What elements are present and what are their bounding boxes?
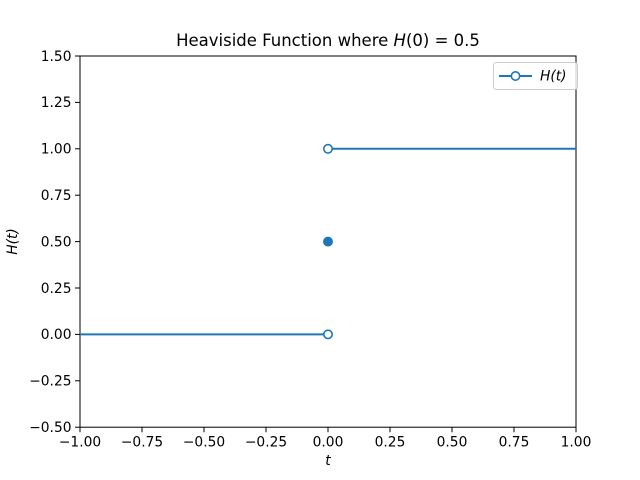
legend: H(t) <box>493 62 578 90</box>
x-tick-label: −0.25 <box>245 435 287 451</box>
series-lines <box>80 147 576 336</box>
title-math-var: H <box>394 31 406 50</box>
open-point-marker <box>322 329 333 340</box>
y-tick-label: 1.00 <box>41 142 72 158</box>
x-tick-label: 0.75 <box>499 435 530 451</box>
chart-title: Heaviside Function where H(0) = 0.5 <box>176 31 480 50</box>
y-tick-label: −0.50 <box>29 420 71 436</box>
x-tick-label: −1.00 <box>59 435 101 451</box>
x-tick-label: 0.50 <box>437 435 468 451</box>
x-tick-label: 0.00 <box>313 435 344 451</box>
filled-point-marker <box>322 236 333 247</box>
legend-entry-label: H(t) <box>540 69 567 85</box>
x-axis-label: t <box>325 453 331 469</box>
x-tick-label: 0.25 <box>375 435 406 451</box>
y-tick-label: 0.50 <box>41 234 72 250</box>
y-axis-label: H(t) <box>5 228 21 255</box>
y-tick-label: 0.00 <box>41 327 72 343</box>
y-axis-ticks: −0.50 −0.25 0.00 0.25 0.50 0.75 1.00 1.25 1.50 <box>29 49 80 436</box>
y-tick-label: 0.25 <box>41 281 72 297</box>
legend-marker-open-circle-icon <box>510 71 521 82</box>
y-tick-label: 0.75 <box>41 188 72 204</box>
x-tick-label: −0.50 <box>183 435 225 451</box>
open-point-marker <box>322 143 333 154</box>
y-tick-label: 1.25 <box>41 95 72 111</box>
x-tick-label: 1.00 <box>561 435 592 451</box>
point-markers <box>322 143 333 340</box>
x-tick-label: −0.75 <box>121 435 163 451</box>
x-axis-ticks: −1.00 −0.75 −0.50 −0.25 0.00 0.25 0.50 0.75 1.00 <box>59 427 592 451</box>
y-tick-label: 1.50 <box>41 49 72 65</box>
y-tick-label: −0.25 <box>29 374 71 390</box>
legend-box <box>493 62 578 90</box>
